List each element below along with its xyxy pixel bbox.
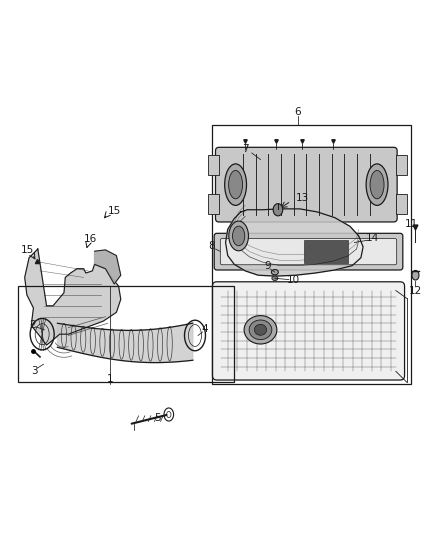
Bar — [212, 125, 411, 384]
Text: 5: 5 — [154, 414, 160, 423]
Polygon shape — [95, 250, 121, 284]
Ellipse shape — [225, 164, 247, 205]
Ellipse shape — [254, 325, 267, 335]
Bar — [208, 155, 219, 175]
Text: 7: 7 — [242, 144, 248, 155]
Text: 8: 8 — [208, 241, 215, 252]
Text: 15: 15 — [108, 206, 121, 216]
Ellipse shape — [249, 320, 272, 340]
Text: 16: 16 — [84, 235, 97, 245]
Text: 3: 3 — [32, 366, 38, 376]
Ellipse shape — [272, 270, 279, 275]
Ellipse shape — [233, 226, 245, 246]
Text: 10: 10 — [286, 276, 300, 286]
Ellipse shape — [229, 221, 248, 251]
Ellipse shape — [366, 164, 388, 205]
Ellipse shape — [370, 171, 384, 199]
FancyBboxPatch shape — [220, 239, 397, 265]
Ellipse shape — [272, 276, 278, 280]
FancyBboxPatch shape — [212, 282, 405, 380]
Ellipse shape — [412, 270, 419, 280]
FancyBboxPatch shape — [214, 233, 403, 270]
Text: 13: 13 — [295, 192, 309, 203]
Text: 14: 14 — [366, 233, 379, 243]
Bar — [208, 195, 219, 214]
Ellipse shape — [273, 204, 283, 216]
Polygon shape — [226, 209, 363, 276]
Text: 15: 15 — [21, 245, 35, 255]
Text: 2: 2 — [29, 320, 35, 330]
Polygon shape — [25, 249, 121, 345]
Bar — [396, 195, 407, 214]
Text: 1: 1 — [106, 374, 113, 384]
Bar — [304, 240, 348, 263]
Polygon shape — [57, 323, 193, 362]
Text: 4: 4 — [202, 325, 208, 334]
Text: 9: 9 — [265, 261, 271, 271]
Text: 6: 6 — [294, 107, 301, 117]
Ellipse shape — [229, 171, 243, 199]
Ellipse shape — [244, 316, 277, 344]
FancyBboxPatch shape — [215, 147, 397, 222]
Text: 12: 12 — [409, 286, 422, 295]
Text: 11: 11 — [404, 219, 418, 229]
Bar — [18, 286, 234, 382]
Bar — [396, 155, 407, 175]
